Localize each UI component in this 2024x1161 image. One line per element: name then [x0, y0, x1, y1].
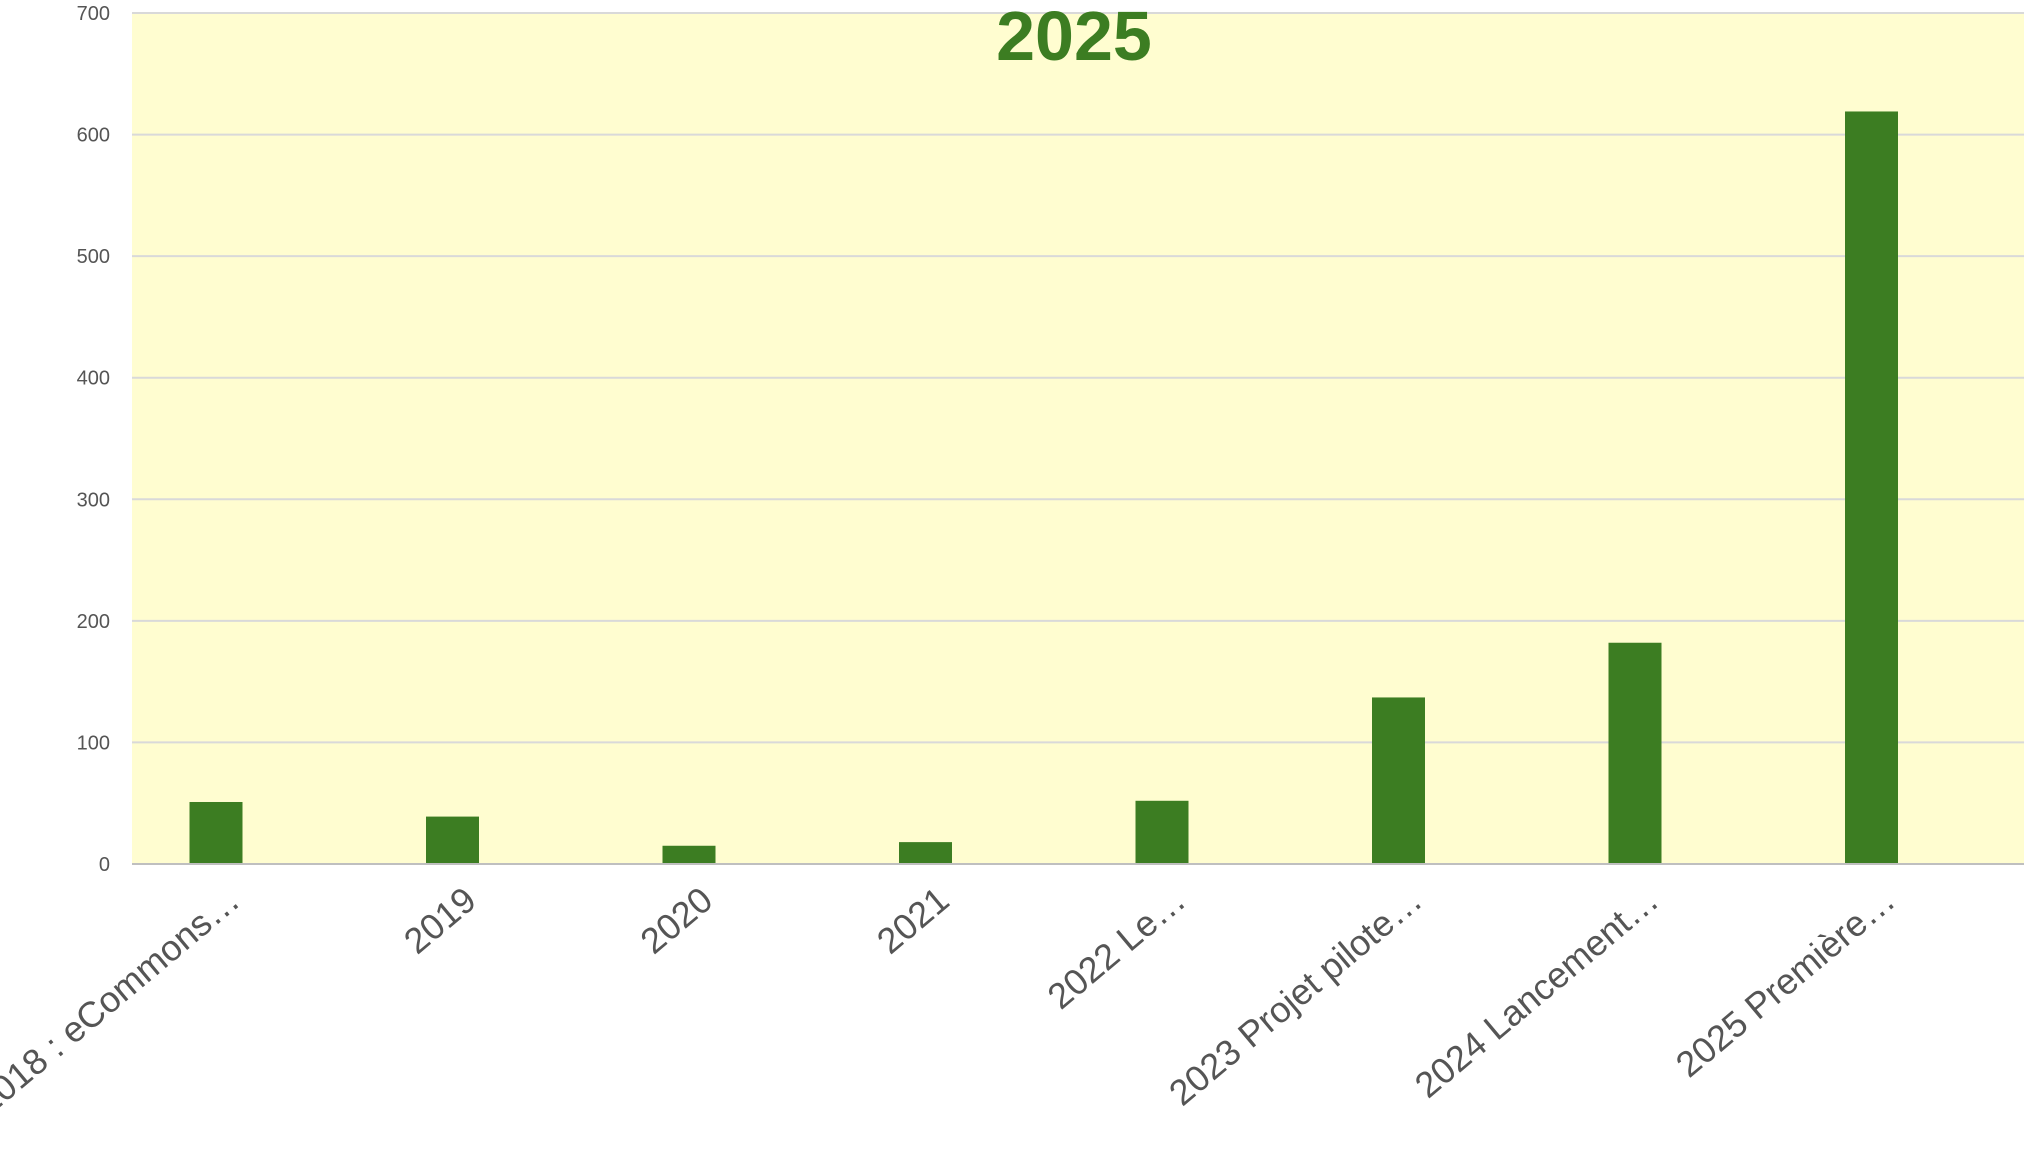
- x-category-label: 2023 Projet pilote…: [1161, 879, 1430, 1114]
- bar: [899, 842, 952, 864]
- bar: [1608, 642, 1662, 864]
- bar: [662, 845, 716, 864]
- bar: [1372, 697, 1425, 864]
- y-tick-label: 400: [77, 368, 110, 390]
- y-tick-label: 700: [77, 3, 110, 25]
- gridlines: [132, 12, 2024, 744]
- y-axis-tick-labels: 0 100 200 300 400 500 600 700: [77, 3, 110, 876]
- y-tick-label: 200: [77, 611, 110, 633]
- plot-background: [132, 13, 2024, 864]
- y-tick-label: 100: [77, 732, 110, 754]
- y-tick-label: 300: [77, 489, 110, 511]
- x-category-label: 2018 : eCommons…: [0, 879, 247, 1123]
- x-category-label: 2021: [869, 879, 957, 962]
- bar: [426, 816, 479, 864]
- bar: [1135, 800, 1189, 864]
- x-category-label: 2022 Le…: [1040, 879, 1194, 1017]
- x-axis-category-labels: 2018 : eCommons… 2019 2020 2021 2022 Le…2023…: [0, 879, 1903, 1123]
- x-category-label: 2024 Lancement…: [1407, 879, 1666, 1106]
- bar: [1845, 111, 1898, 865]
- y-tick-label: 600: [77, 125, 110, 147]
- x-category-label: 2019: [396, 879, 484, 962]
- y-tick-label: 500: [77, 246, 110, 268]
- chart-title: 2025: [996, 0, 1152, 75]
- y-tick-label: 0: [99, 854, 110, 876]
- bars: [189, 111, 1898, 865]
- x-category-label: 2025 Première…: [1668, 879, 1903, 1085]
- x-category-label: 2020: [632, 879, 720, 962]
- bar: [189, 801, 243, 864]
